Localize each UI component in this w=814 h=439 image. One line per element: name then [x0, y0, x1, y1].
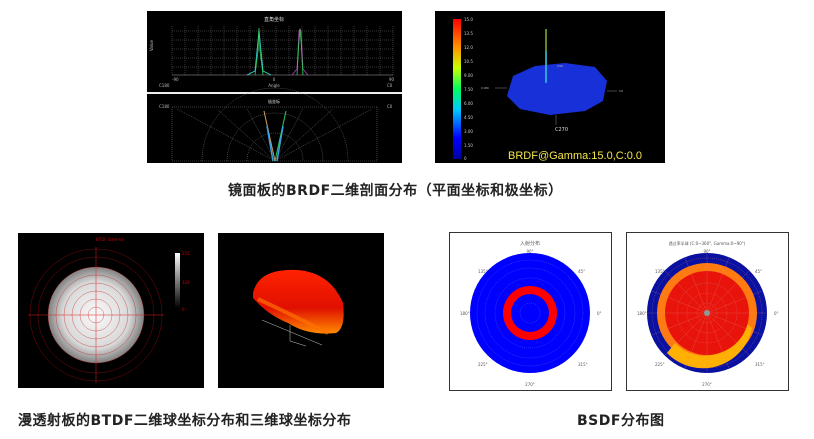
axis-c180: C180 — [481, 86, 489, 90]
bsdf-incident-chart: 入射分布 90° 270° 180° 0° 135° 45° 225° 315° — [460, 240, 602, 387]
caption-bottom-left: 漫透射板的BTDF二维球坐标分布和三维球坐标分布 — [18, 413, 352, 429]
transmission-title: 透过率半球 (C:0~360°, Gamma:0~90°) — [669, 240, 746, 246]
svg-text:270°: 270° — [702, 382, 712, 387]
svg-text:225°: 225° — [655, 362, 665, 367]
svg-text:135°: 135° — [478, 269, 488, 274]
y-axis-label: Value — [149, 39, 154, 51]
brdf-2d-profile-panel: 直角坐标 Value -90 0 90 C180 Angle C0 极坐标 C1… — [147, 11, 402, 163]
svg-text:1.50: 1.50 — [464, 143, 473, 148]
cb-min: 0 — [182, 307, 185, 312]
brdf-cartesian-chart: 直角坐标 Value -90 0 90 C180 Angle C0 极坐标 C1… — [147, 16, 402, 162]
svg-text:12.0: 12.0 — [464, 45, 473, 50]
btdf-2d-panel: BTDF Gamma 255 128 0 — [18, 233, 204, 388]
cartesian-right-label: C0 — [387, 83, 393, 88]
bsdf-incident-panel: 入射分布 90° 270° 180° 0° 135° 45° 225° 315° — [449, 232, 612, 391]
grayscale-colorbar — [175, 253, 180, 308]
svg-text:0: 0 — [464, 156, 467, 161]
btdf-3d-chart — [253, 269, 344, 347]
cartesian-title: 直角坐标 — [264, 16, 284, 23]
btdf-title: BTDF Gamma — [96, 237, 124, 242]
x-tick-max: 90 — [389, 77, 395, 82]
colorbar — [453, 19, 461, 159]
svg-text:45°: 45° — [755, 269, 762, 274]
svg-text:90°: 90° — [526, 249, 533, 254]
svg-text:3.00: 3.00 — [464, 129, 473, 134]
svg-text:270°: 270° — [525, 382, 535, 387]
x-tick-min: -90 — [172, 77, 179, 82]
cartesian-left-label: C180 — [159, 83, 170, 88]
svg-text:9.00: 9.00 — [464, 73, 473, 78]
caption-top: 镜面板的BRDF二维剖面分布（平面坐标和极坐标） — [228, 183, 563, 199]
cb-mid: 128 — [182, 280, 190, 285]
btdf-2d-chart: BTDF Gamma 255 128 0 — [28, 237, 190, 383]
svg-text:7.50: 7.50 — [464, 87, 473, 92]
svg-text:4.50: 4.50 — [464, 115, 473, 120]
svg-text:6.00: 6.00 — [464, 101, 473, 106]
brdf-annotation: BRDF@Gamma:15.0,C:0.0 — [508, 150, 642, 162]
svg-text:45°: 45° — [578, 269, 585, 274]
svg-text:90°: 90° — [703, 249, 710, 254]
brdf-3d-panel: 15.0 13.5 12.0 10.5 9.00 7.50 6.00 4.50 3.00 1… — [435, 11, 665, 163]
x-axis-label: Angle — [268, 83, 280, 88]
bsdf-transmission-chart: 透过率半球 (C:0~360°, Gamma:0~90°) 90° 270° 1… — [637, 240, 779, 387]
svg-text:180°: 180° — [637, 311, 647, 316]
caption-bottom-right: BSDF分布图 — [577, 413, 665, 429]
bsdf-transmission-panel: 透过率半球 (C:0~360°, Gamma:0~90°) 90° 270° 1… — [626, 232, 789, 391]
polar-right-label: C0 — [387, 104, 393, 109]
svg-text:315°: 315° — [578, 362, 588, 367]
axis-c0: C0 — [619, 89, 623, 93]
axis-c270: C270 — [555, 127, 568, 133]
cb-max: 255 — [182, 251, 190, 256]
svg-text:315°: 315° — [755, 362, 765, 367]
axis-c90: C90 — [557, 64, 563, 68]
svg-text:0°: 0° — [774, 311, 779, 316]
x-tick-zero: 0 — [273, 77, 276, 82]
btdf-3d-panel — [218, 233, 384, 388]
svg-text:15.0: 15.0 — [464, 17, 473, 22]
svg-text:13.5: 13.5 — [464, 31, 473, 36]
svg-text:10.5: 10.5 — [464, 59, 473, 64]
svg-text:0°: 0° — [597, 311, 602, 316]
brdf-3d-chart: 15.0 13.5 12.0 10.5 9.00 7.50 6.00 4.50 3.00 1… — [453, 17, 642, 162]
polar-title: 极坐标 — [268, 98, 280, 104]
svg-text:135°: 135° — [655, 269, 665, 274]
svg-text:225°: 225° — [478, 362, 488, 367]
incident-title: 入射分布 — [520, 240, 540, 247]
polar-left-label: C180 — [159, 104, 170, 109]
svg-text:180°: 180° — [460, 311, 470, 316]
